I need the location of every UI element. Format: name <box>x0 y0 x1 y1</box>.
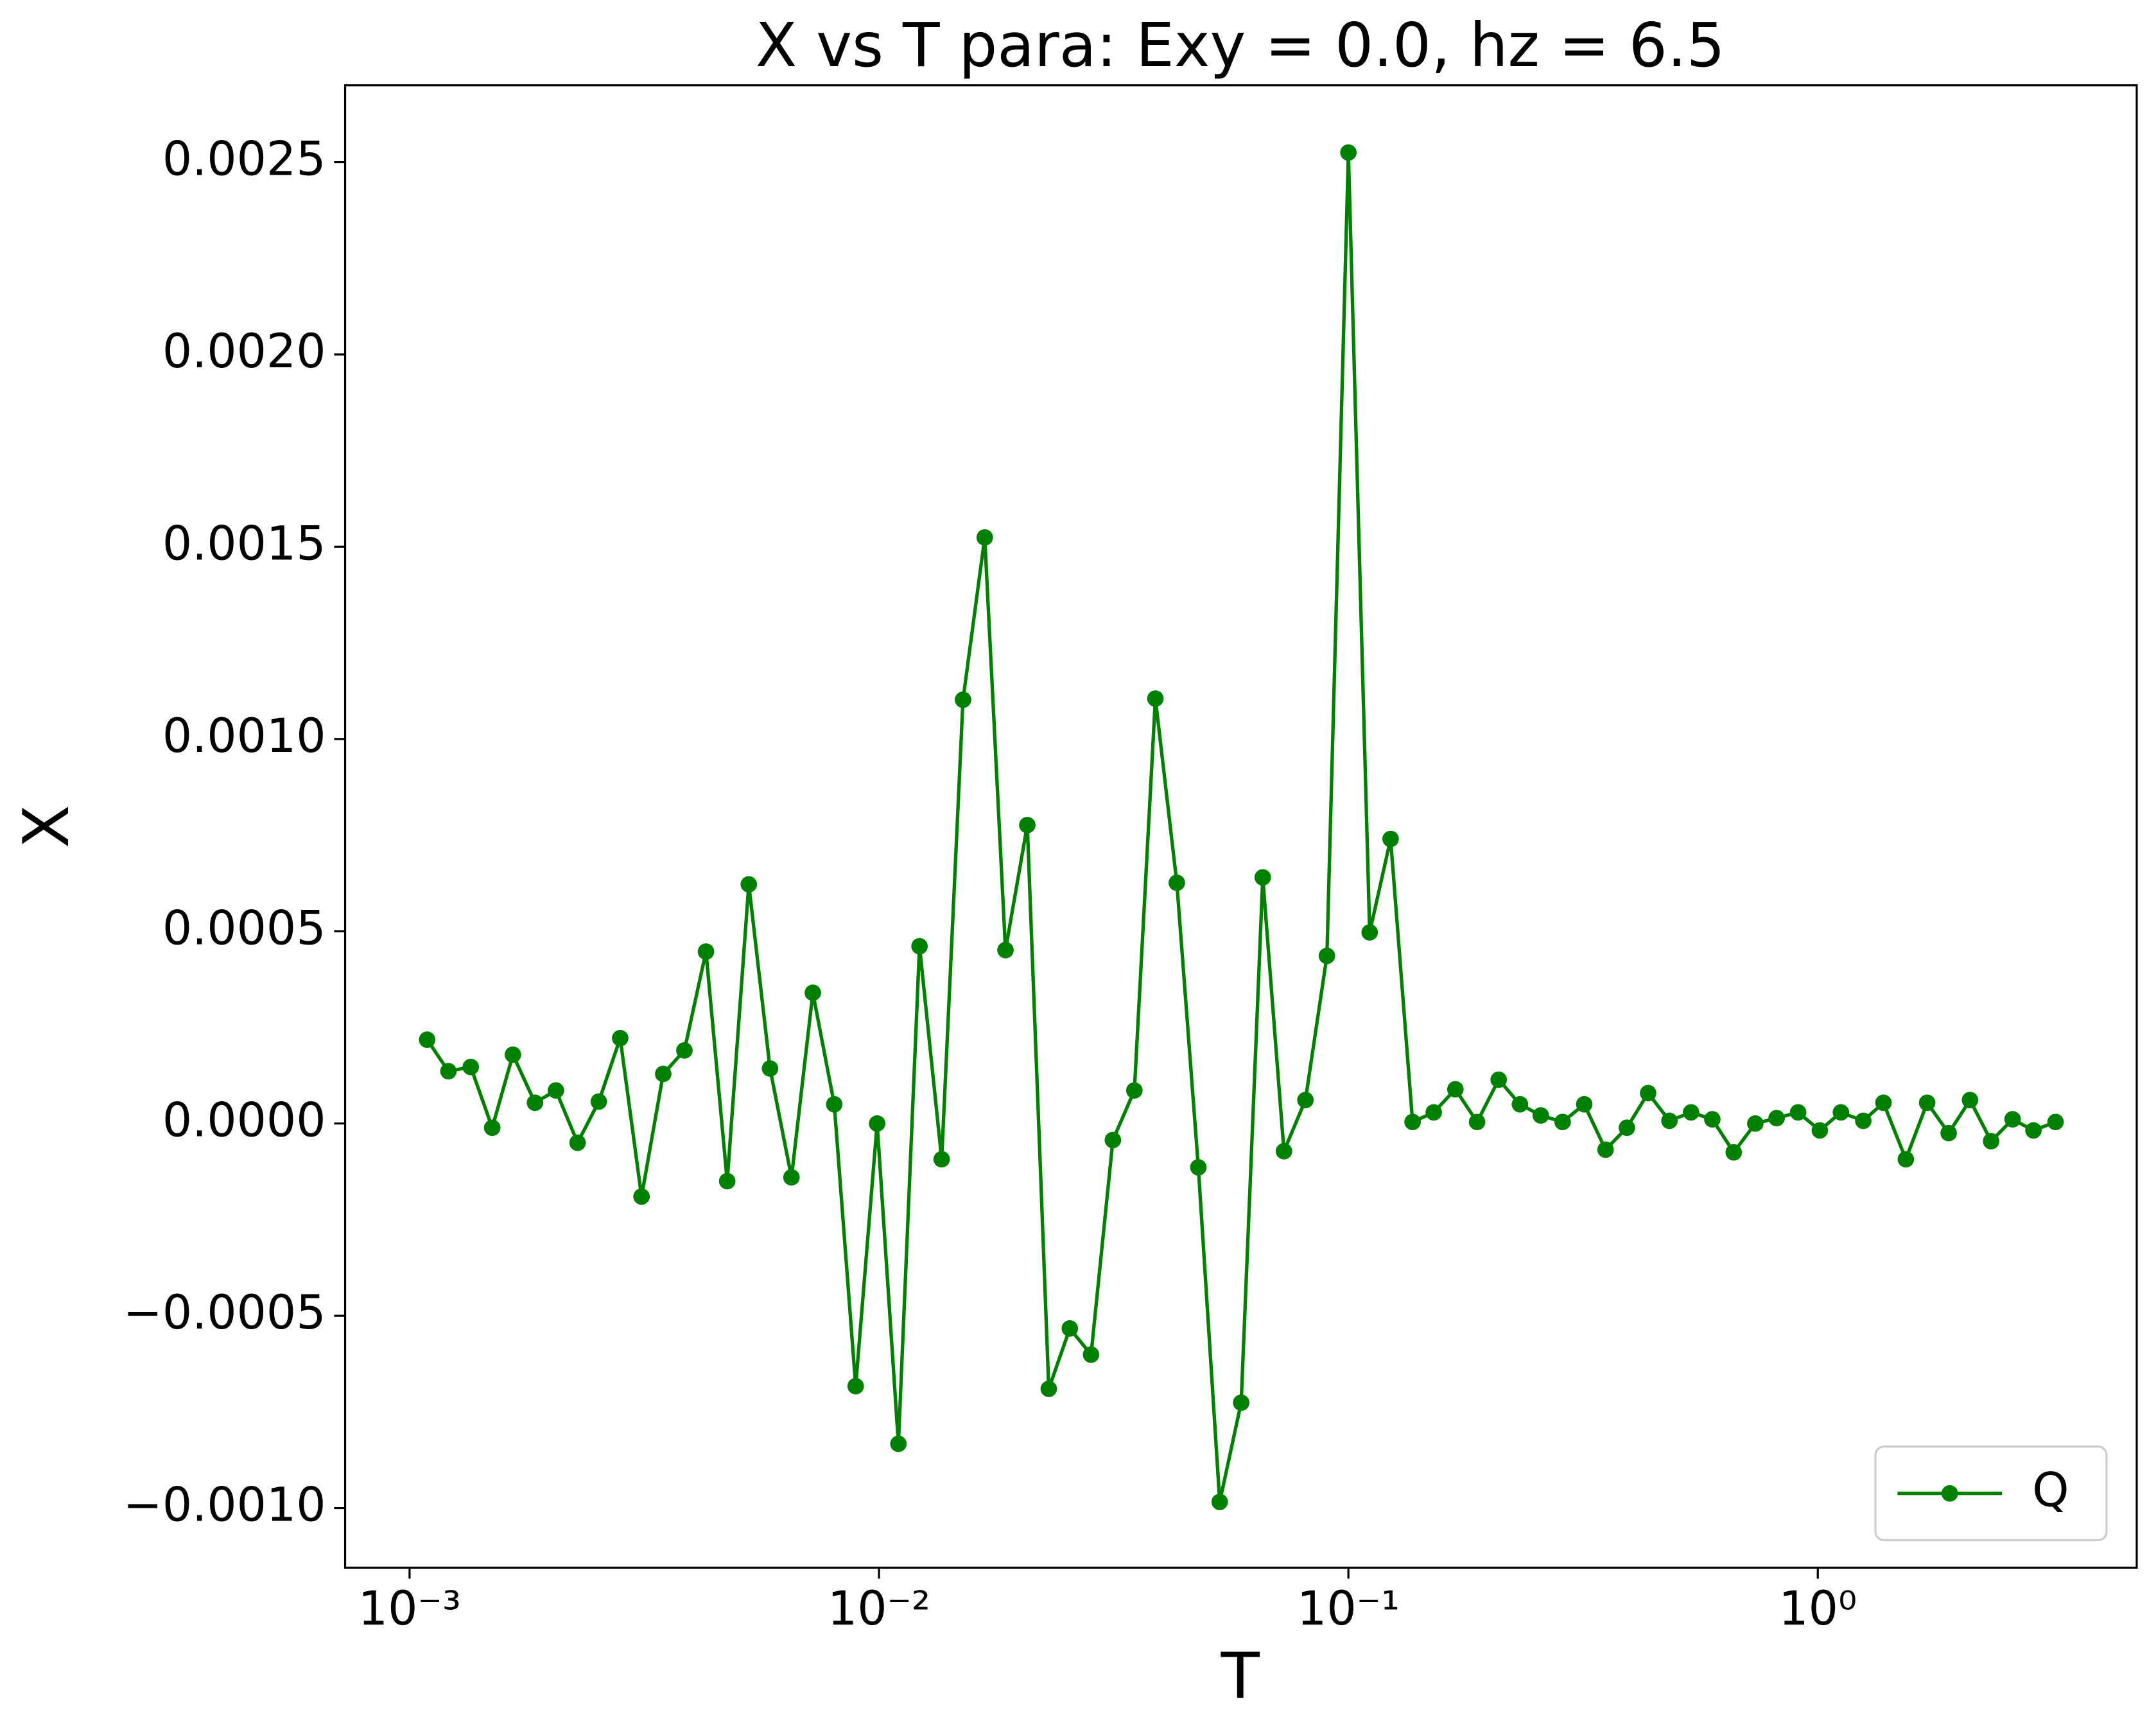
point <box>504 1046 521 1063</box>
point <box>1789 1104 1807 1121</box>
point <box>1233 1394 1249 1411</box>
point <box>655 1065 672 1083</box>
point <box>419 1031 436 1048</box>
point <box>1190 1159 1207 1176</box>
point <box>569 1134 586 1151</box>
point <box>1318 947 1335 964</box>
point <box>1554 1113 1571 1131</box>
point <box>2004 1111 2021 1128</box>
point <box>1447 1081 1464 1098</box>
point <box>1640 1085 1656 1102</box>
point <box>847 1377 864 1395</box>
y-tick-label: 0.0010 <box>162 709 326 763</box>
x-tick-label: 10⁻² <box>828 1582 930 1636</box>
point <box>1704 1111 1721 1128</box>
point <box>933 1151 950 1168</box>
point <box>890 1435 907 1452</box>
point <box>1597 1141 1614 1158</box>
point <box>826 1095 843 1113</box>
point <box>1511 1095 1529 1113</box>
y-tick-label: 0.0005 <box>162 901 326 955</box>
point <box>1918 1094 1936 1112</box>
point <box>697 943 715 960</box>
point <box>1147 690 1164 707</box>
point <box>1897 1151 1915 1168</box>
point <box>1811 1122 1829 1139</box>
legend-marker <box>1941 1485 1958 1502</box>
x-tick-label: 10⁰ <box>1778 1582 1857 1636</box>
point <box>1875 1094 1892 1112</box>
point <box>1169 874 1185 891</box>
point <box>1082 1346 1100 1363</box>
point <box>2025 1122 2042 1139</box>
y-tick-label: −0.0010 <box>123 1478 326 1533</box>
point <box>1468 1113 1486 1131</box>
point <box>1361 924 1378 941</box>
point <box>1855 1112 1872 1129</box>
y-tick-label: 0.0025 <box>162 132 326 187</box>
point <box>590 1093 607 1110</box>
point <box>1725 1144 1743 1161</box>
y-tick-label: 0.0015 <box>162 516 326 571</box>
point <box>1533 1107 1549 1124</box>
point <box>1682 1104 1700 1121</box>
point <box>1019 817 1036 833</box>
point <box>1832 1104 1850 1121</box>
point <box>997 941 1014 959</box>
point <box>1768 1110 1785 1127</box>
point <box>612 1029 629 1047</box>
point <box>1983 1133 2000 1150</box>
point <box>1382 830 1399 848</box>
point <box>976 529 993 546</box>
y-axis-label: X <box>10 805 83 848</box>
point <box>1275 1142 1292 1160</box>
point <box>1126 1082 1143 1099</box>
point <box>1490 1071 1508 1088</box>
point <box>1297 1092 1314 1109</box>
legend-label: Q <box>2032 1463 2069 1518</box>
point <box>633 1188 650 1205</box>
point <box>1211 1494 1228 1510</box>
point <box>440 1063 457 1080</box>
y-tick-label: −0.0005 <box>123 1286 326 1340</box>
axes-frame <box>343 84 2138 1569</box>
x-axis-label: T <box>1221 1640 1260 1713</box>
point <box>1661 1112 1678 1129</box>
point <box>783 1169 800 1186</box>
point <box>1040 1381 1057 1397</box>
point <box>1061 1320 1079 1337</box>
point <box>869 1115 886 1132</box>
point <box>761 1060 779 1077</box>
x-tick-label: 10⁻¹ <box>1297 1582 1400 1636</box>
point <box>1254 869 1271 886</box>
point <box>547 1082 564 1099</box>
point <box>1576 1095 1593 1113</box>
point <box>1961 1092 1979 1109</box>
point <box>1104 1131 1122 1149</box>
point <box>462 1058 480 1076</box>
point <box>483 1119 501 1137</box>
point <box>526 1094 544 1112</box>
point <box>804 984 821 1001</box>
point <box>1747 1115 1764 1132</box>
point <box>740 876 758 893</box>
chart-title: X vs T para: Exy = 0.0, hz = 6.5 <box>756 11 1725 81</box>
point <box>718 1173 736 1190</box>
y-tick-label: 0.0020 <box>162 324 326 379</box>
y-tick-label: 0.0000 <box>162 1094 326 1148</box>
point <box>955 691 971 708</box>
point <box>1619 1119 1635 1137</box>
point <box>1404 1113 1421 1131</box>
point <box>1940 1124 1957 1142</box>
point <box>1340 144 1357 161</box>
point <box>911 937 928 955</box>
legend: Q <box>1874 1445 2108 1542</box>
point <box>676 1042 693 1059</box>
point <box>2047 1113 2064 1131</box>
point <box>1425 1104 1442 1121</box>
x-tick-label: 10⁻³ <box>358 1582 461 1636</box>
